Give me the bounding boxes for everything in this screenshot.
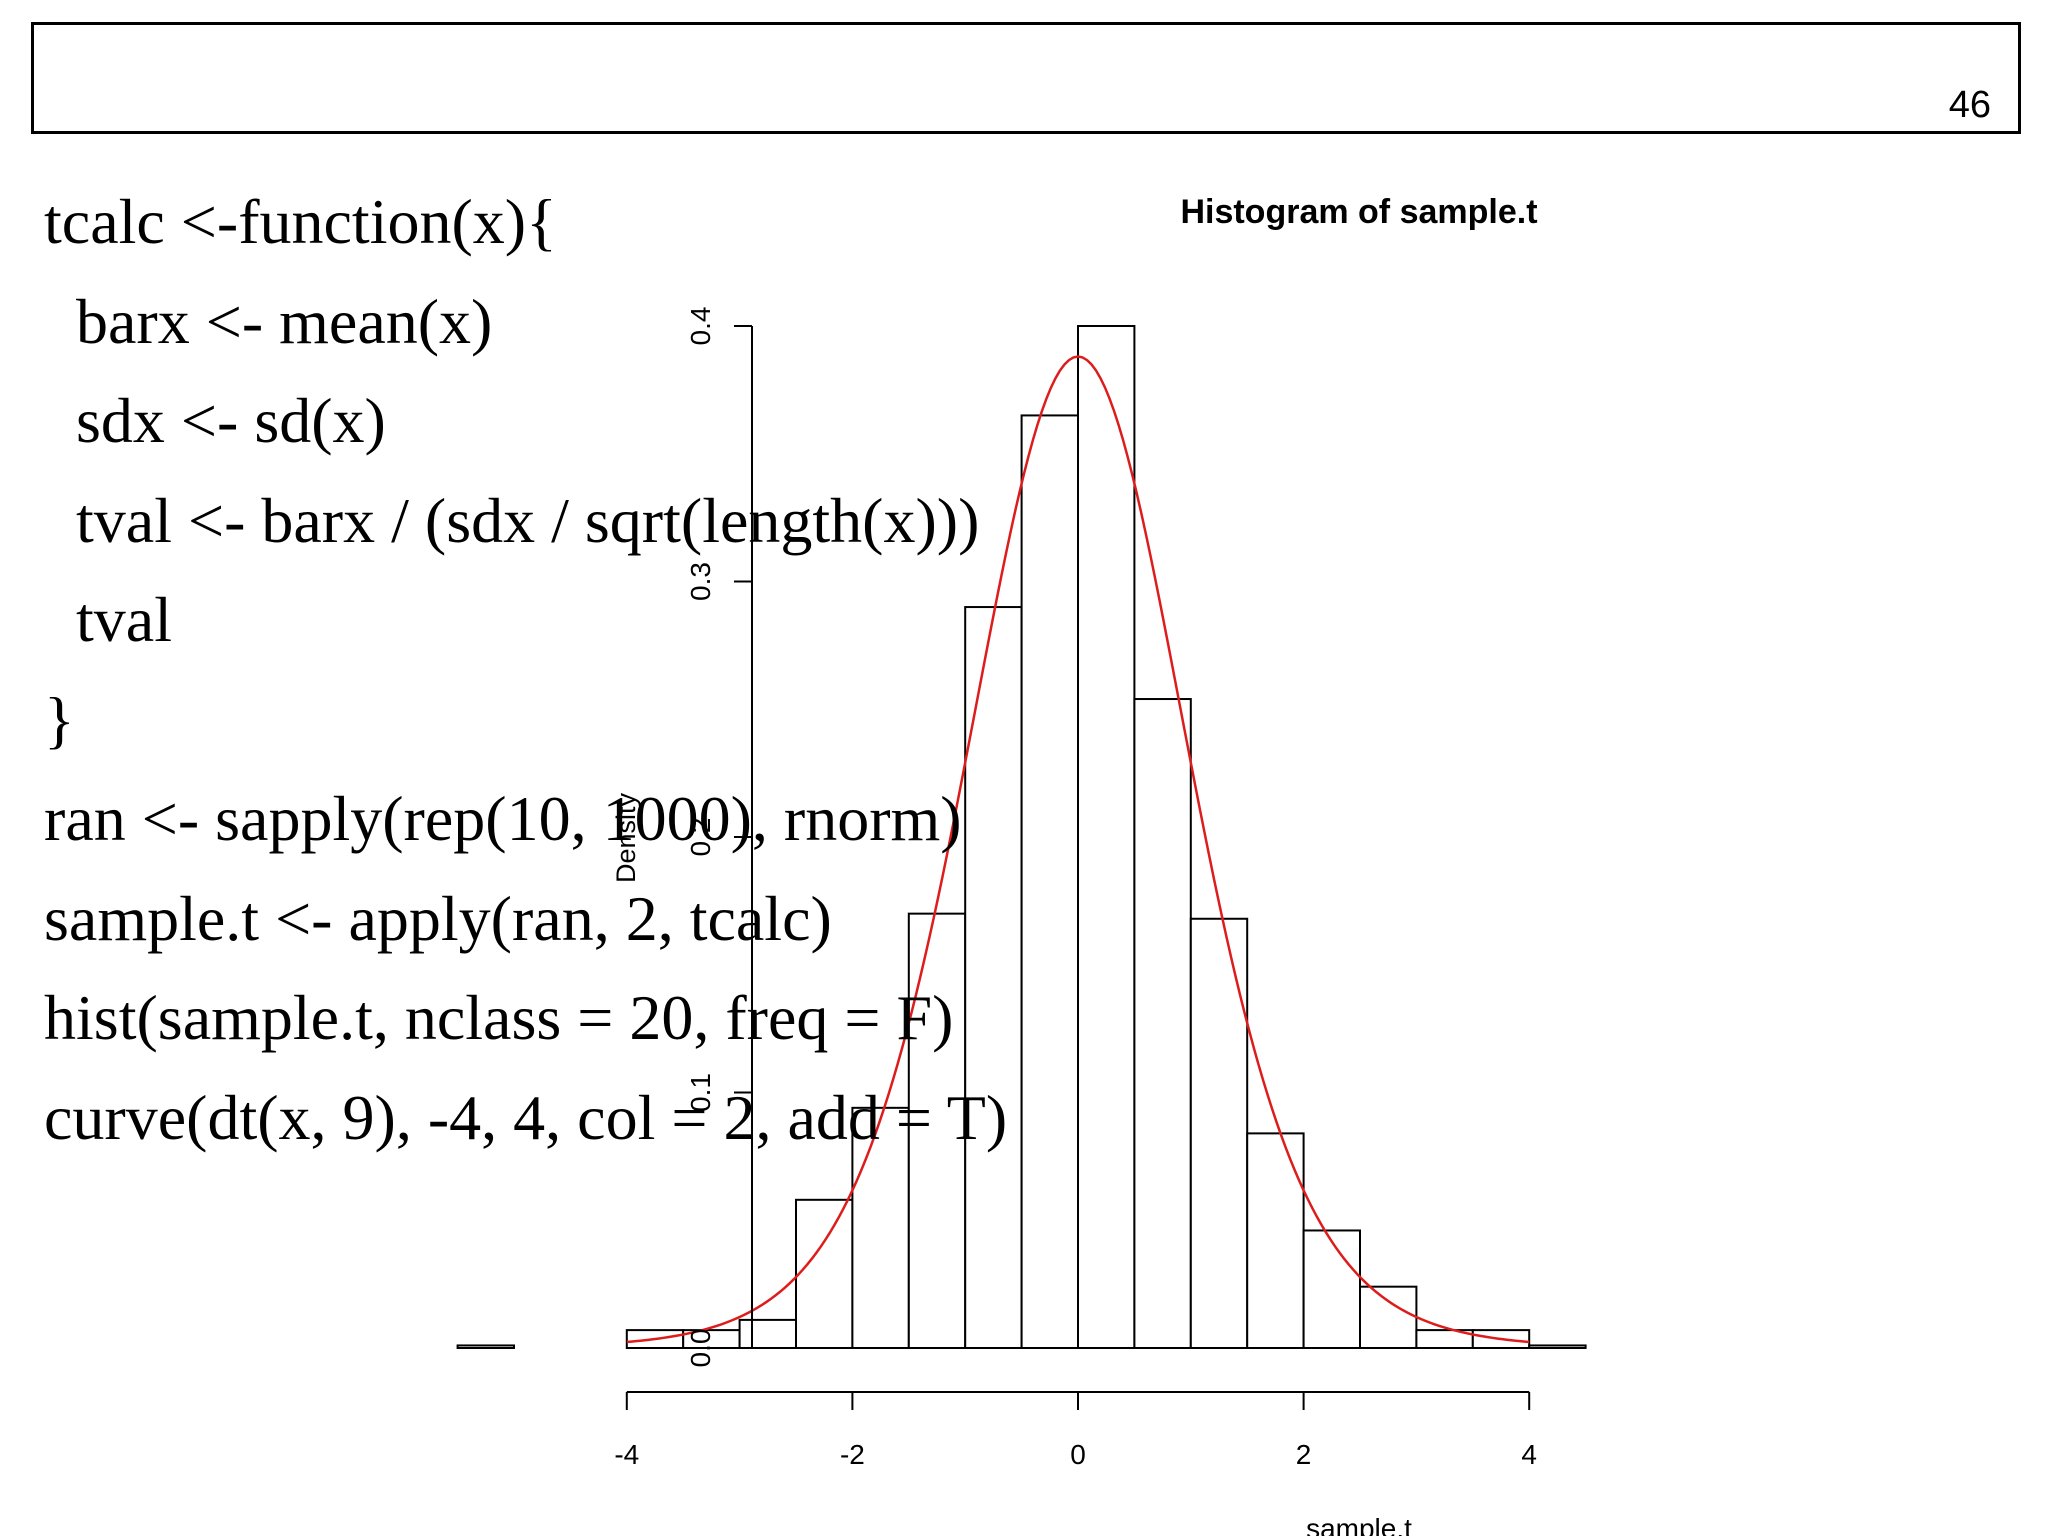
code-line: } xyxy=(44,683,75,755)
histogram-bar xyxy=(1189,917,1249,1349)
x-axis-ticks: -4 -2 0 2 4 xyxy=(614,1392,1537,1470)
histogram-bar xyxy=(1528,1344,1587,1349)
y-tick-label: 0.2 xyxy=(685,818,716,857)
x-tick-label: -2 xyxy=(840,1439,865,1470)
histogram-bar xyxy=(738,1318,797,1350)
code-line: sdx <- sd(x) xyxy=(44,385,386,456)
histogram-bar xyxy=(795,1198,854,1350)
histogram-bar xyxy=(1246,1132,1305,1349)
code-line: barx <- mean(x) xyxy=(44,285,493,357)
page-number: 46 xyxy=(1948,84,1991,126)
code-line: curve(dt(x, 9), -4, 4, col = 2, add = T) xyxy=(44,1081,1008,1153)
code-line: ran <- sapply(rep(10, 1000), rnorm) xyxy=(44,783,962,854)
histogram-bar xyxy=(456,1344,516,1349)
y-tick-label: 0.1 xyxy=(685,1073,716,1112)
code-line: tcalc <-function(x){ xyxy=(44,186,557,257)
histogram-bar xyxy=(851,1106,910,1349)
code-line: sample.t <- apply(ran, 2, tcalc) xyxy=(44,882,832,954)
y-tick-label: 0.3 xyxy=(685,562,716,601)
x-tick-label: -4 xyxy=(614,1439,639,1470)
x-tick-label: 2 xyxy=(1296,1439,1312,1470)
code-line: tval xyxy=(44,584,172,655)
code-line: hist(sample.t, nclass = 20, freq = F) xyxy=(44,982,954,1053)
histogram-bar xyxy=(1359,1285,1418,1350)
histogram-bar xyxy=(1077,325,1136,1349)
x-tick-label: 4 xyxy=(1521,1439,1537,1470)
histogram-bars xyxy=(456,325,1587,1350)
histogram-bar xyxy=(1133,698,1192,1349)
y-tick-label: 0.4 xyxy=(685,307,716,346)
slide-header-box: 46 xyxy=(31,22,2021,134)
x-tick-label: 0 xyxy=(1070,1439,1086,1470)
y-tick-label: 0.0 xyxy=(685,1329,716,1368)
t-density-curve xyxy=(626,355,1530,1344)
histogram-bar xyxy=(1020,414,1079,1349)
histogram-bar xyxy=(964,606,1023,1349)
code-line: tval <- barx / (sdx / sqrt(length(x))) xyxy=(44,484,980,556)
y-axis-label: Density xyxy=(611,792,641,883)
x-axis-label: sample.t xyxy=(1306,1513,1412,1536)
y-axis-ticks: 0.0 0.1 0.2 0.3 0.4 xyxy=(685,307,752,1368)
histogram-bar xyxy=(1302,1229,1361,1349)
chart-title: Histogram of sample.t xyxy=(1180,193,1537,231)
code-block: tcalc <-function(x){ barx <- mean(x) sdx… xyxy=(44,172,1007,1167)
